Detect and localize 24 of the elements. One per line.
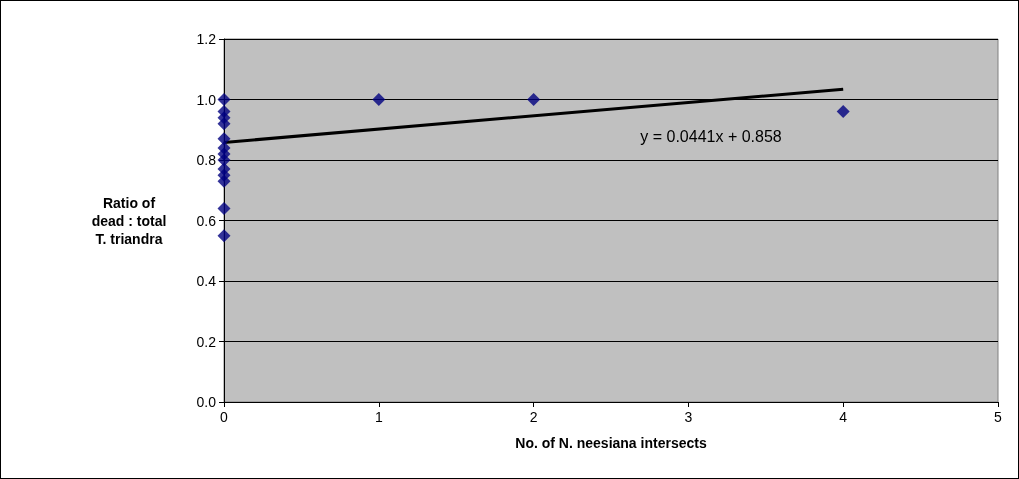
point [217,117,231,131]
y-tick-label: 0.2 [196,333,217,350]
y-tick-label: 0.8 [196,152,217,168]
point [217,201,231,215]
x-axis-title: No. of N. neesiana intersects [515,435,707,451]
x-tick-label: 3 [684,409,693,425]
x-tick-label: 5 [994,409,1003,425]
y-tick-label: 0.0 [196,394,217,410]
point [217,93,231,106]
point [217,174,231,188]
y-tick-label: 1.0 [196,91,217,108]
y-tick-label: 1.2 [196,31,217,47]
point [527,93,541,106]
point [217,229,231,243]
y-axis-title: Ratio of dead : total T. triandra [91,194,167,247]
x-tick-label: 0 [220,409,229,425]
y-tick-label: 0.4 [196,273,217,289]
point [372,93,386,106]
x-tick-label: 2 [529,409,538,425]
point [836,105,850,119]
x-tick-label: 4 [839,409,848,425]
y-tick-label: 0.6 [196,212,217,229]
x-tick-label: 1 [374,409,383,425]
annotation: y = 0.0441x + 0.858 [640,127,782,145]
